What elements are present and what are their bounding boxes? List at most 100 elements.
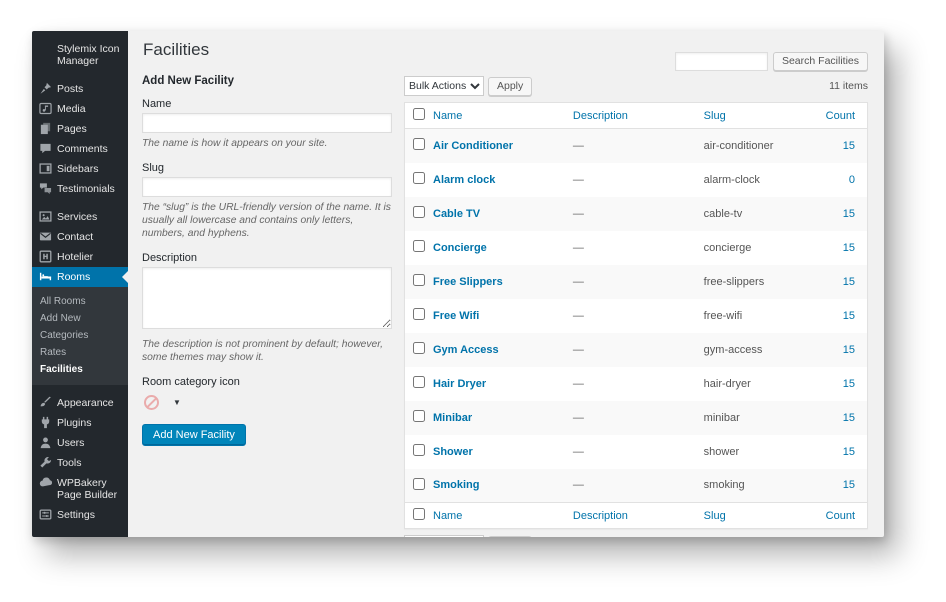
sidebar-item-label: Services — [57, 211, 98, 223]
icon-picker-chevron-down-icon[interactable]: ▼ — [173, 398, 181, 407]
row-checkbox[interactable] — [413, 410, 425, 422]
column-header-slug[interactable]: Slug — [695, 102, 818, 129]
sidebar-item-label: Contact — [57, 231, 94, 243]
facility-count-link[interactable]: 15 — [842, 241, 855, 254]
sidebar-item-tools[interactable]: Tools — [32, 453, 128, 473]
sidebar-item-hotelier[interactable]: Hotelier — [32, 247, 128, 267]
facility-name-link[interactable]: Free Slippers — [433, 275, 503, 288]
sidebar-item-contact[interactable]: Contact — [32, 227, 128, 247]
wpbakery-icon — [39, 476, 52, 489]
submenu-item-categories[interactable]: Categories — [40, 330, 89, 341]
submenu-item-rates[interactable]: Rates — [40, 347, 67, 358]
submenu-item-all-rooms[interactable]: All Rooms — [40, 296, 86, 307]
table-row: Smoking — smoking 15 — [404, 468, 868, 503]
settings-icon — [39, 508, 52, 521]
facility-name-link[interactable]: Shower — [433, 445, 473, 458]
prohibition-icon[interactable] — [144, 395, 159, 410]
sidebar-item-label: Appearance — [57, 397, 114, 409]
row-checkbox[interactable] — [413, 376, 425, 388]
facility-name-link[interactable]: Air Conditioner — [433, 139, 514, 152]
sidebar-item-stylemix-icon-manager[interactable]: Stylemix Icon Manager — [32, 39, 128, 71]
column-footer-description[interactable]: Description — [564, 502, 696, 529]
row-checkbox[interactable] — [413, 240, 425, 252]
column-header-count[interactable]: Count — [817, 102, 868, 129]
sidebar-item-comments[interactable]: Comments — [32, 139, 128, 159]
facility-count-link[interactable]: 15 — [842, 309, 855, 322]
slug-help: The “slug” is the URL-friendly version o… — [142, 202, 391, 239]
facility-name-link[interactable]: Free Wifi — [433, 309, 480, 322]
form-heading: Add New Facility — [142, 75, 235, 87]
sidebar-item-sidebars[interactable]: Sidebars — [32, 159, 128, 179]
sidebar-item-label: Rooms — [57, 271, 91, 283]
column-footer-name[interactable]: Name — [425, 502, 565, 529]
facility-count-link[interactable]: 15 — [842, 207, 855, 220]
column-footer-count[interactable]: Count — [817, 502, 868, 529]
facilities-table-section: Bulk Actions Apply 11 items Name Descrip… — [404, 75, 868, 537]
sidebar-item-posts[interactable]: Posts — [32, 79, 128, 99]
select-all-checkbox[interactable] — [413, 108, 425, 120]
row-checkbox[interactable] — [413, 444, 425, 456]
facility-slug: shower — [703, 445, 740, 458]
row-checkbox[interactable] — [413, 274, 425, 286]
facility-name-link[interactable]: Concierge — [433, 241, 487, 254]
search-input[interactable] — [674, 52, 768, 71]
sidebar-item-settings[interactable]: Settings — [32, 505, 128, 525]
column-header-name[interactable]: Name — [425, 102, 565, 129]
search-facilities-button[interactable]: Search Facilities — [772, 52, 868, 71]
row-checkbox[interactable] — [413, 308, 425, 320]
facilities-table: Name Description Slug Count Air Conditio… — [404, 102, 868, 529]
submenu-item-facilities[interactable]: Facilities — [40, 364, 83, 375]
admin-window: Stylemix Icon Manager Posts Media Pages … — [32, 31, 884, 537]
column-footer-slug[interactable]: Slug — [695, 502, 818, 529]
facility-description: — — [572, 309, 584, 322]
apply-button[interactable]: Apply — [488, 76, 533, 96]
rooms-submenu: All Rooms Add New Categories Rates Facil… — [32, 287, 128, 385]
apply-button-bottom[interactable]: Apply — [488, 535, 533, 537]
facility-count-link[interactable]: 15 — [842, 275, 855, 288]
sidebar-item-rooms[interactable]: Rooms — [32, 267, 128, 287]
row-checkbox[interactable] — [413, 477, 425, 490]
column-header-description[interactable]: Description — [564, 102, 696, 129]
facility-name-link[interactable]: Smoking — [433, 479, 480, 492]
sidebar-item-pages[interactable]: Pages — [32, 119, 128, 139]
submenu-item-add-new[interactable]: Add New — [40, 313, 81, 324]
sidebar-item-users[interactable]: Users — [32, 433, 128, 453]
row-checkbox[interactable] — [413, 138, 425, 151]
name-field[interactable] — [142, 113, 392, 133]
bulk-actions-select[interactable]: Bulk Actions — [404, 76, 484, 96]
sidebar-item-label: Users — [57, 437, 85, 449]
room-category-icon-label: Room category icon — [142, 376, 240, 388]
row-checkbox[interactable] — [413, 342, 425, 354]
facility-slug: minibar — [703, 411, 740, 424]
sidebar-item-label: Tools — [57, 457, 82, 469]
sidebar-item-services[interactable]: Services — [32, 207, 128, 227]
facility-count-link[interactable]: 15 — [842, 139, 855, 152]
facility-count-link[interactable]: 15 — [842, 479, 855, 492]
facility-count-link[interactable]: 15 — [842, 343, 855, 356]
facility-name-link[interactable]: Cable TV — [433, 207, 481, 220]
facility-count-link[interactable]: 15 — [842, 377, 855, 390]
table-header-row: Name Description Slug Count — [404, 102, 868, 129]
description-field[interactable] — [142, 267, 392, 329]
select-all-checkbox[interactable] — [413, 508, 425, 520]
facility-name-link[interactable]: Gym Access — [433, 343, 499, 356]
sidebar-item-plugins[interactable]: Plugins — [32, 413, 128, 433]
bulk-actions-select-bottom[interactable]: Bulk Actions — [404, 535, 484, 537]
add-new-facility-button[interactable]: Add New Facility — [142, 424, 246, 446]
slug-field[interactable] — [142, 177, 392, 197]
sidebar-item-media[interactable]: Media — [32, 99, 128, 119]
facility-count-link[interactable]: 0 — [848, 173, 855, 186]
row-checkbox[interactable] — [413, 172, 425, 184]
sidebar-item-label: Posts — [57, 83, 84, 95]
facility-count-link[interactable]: 15 — [842, 445, 855, 458]
row-checkbox[interactable] — [413, 206, 425, 218]
sidebar-item-testimonials[interactable]: Testimonials — [32, 179, 128, 199]
facility-name-link[interactable]: Alarm clock — [433, 173, 496, 186]
tablenav-bottom: Bulk Actions Apply 11 items — [404, 534, 868, 537]
facility-name-link[interactable]: Hair Dryer — [433, 377, 487, 390]
sidebar-item-appearance[interactable]: Appearance — [32, 393, 128, 413]
facility-count-link[interactable]: 15 — [842, 411, 855, 424]
sidebar-item-label: Settings — [57, 509, 95, 521]
facility-name-link[interactable]: Minibar — [433, 411, 473, 424]
sidebar-item-wpbakery[interactable]: WPBakery Page Builder — [32, 473, 128, 505]
